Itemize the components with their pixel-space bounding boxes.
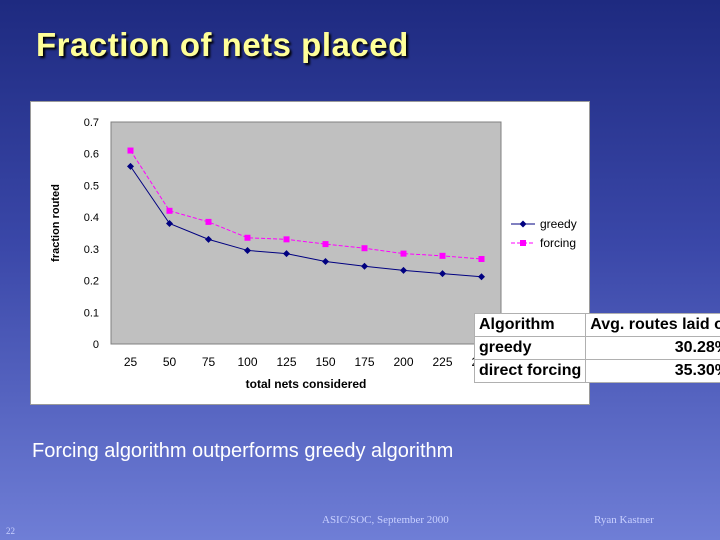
- x-tick-label: 175: [354, 355, 374, 369]
- table-row: direct forcing 35.30%: [473, 359, 720, 383]
- data-point-forcing: [400, 250, 407, 257]
- table-cell: 30.28%: [585, 336, 720, 360]
- legend-marker-forcing: [520, 240, 526, 246]
- table-row: greedy 30.28%: [473, 336, 720, 360]
- data-point-forcing: [361, 245, 368, 252]
- y-tick-label: 0.4: [84, 212, 99, 224]
- slide-number: 22: [6, 526, 15, 536]
- slide-title: Fraction of nets placed: [36, 26, 409, 63]
- line-chart: 0 0.1 0.2 0.3 0.4 0.5 0.6 0.7 25 50 75 100 125 150 175…: [50, 117, 577, 391]
- data-point-greedy: [322, 258, 329, 266]
- x-tick-label: 50: [163, 355, 177, 369]
- x-tick-label: 200: [393, 355, 413, 369]
- table-header-row: Algorithm Avg. routes laid out: [473, 313, 720, 337]
- y-axis-title: fraction routed: [50, 184, 62, 262]
- x-tick-label: 100: [237, 355, 257, 369]
- x-tick-label: 75: [202, 355, 216, 369]
- x-tick-label: 125: [276, 355, 296, 369]
- data-point-forcing: [166, 207, 173, 214]
- series-line-greedy: [130, 166, 482, 278]
- data-point-greedy: [400, 266, 407, 274]
- data-point-greedy: [439, 270, 446, 278]
- data-point-forcing: [283, 236, 290, 243]
- footer-author: Ryan Kastner: [594, 514, 654, 526]
- data-point-forcing: [322, 241, 329, 248]
- x-tick-label: 25: [124, 355, 138, 369]
- table-cell: 35.30%: [585, 359, 720, 383]
- data-point-forcing: [205, 218, 212, 225]
- plot-area: [110, 121, 502, 345]
- data-point-greedy: [166, 219, 173, 227]
- data-point-greedy: [205, 235, 212, 243]
- data-point-greedy: [361, 262, 368, 270]
- y-tick-label: 0.3: [84, 244, 99, 256]
- y-tick-label: 0.7: [84, 117, 99, 129]
- table-cell: greedy: [473, 336, 587, 360]
- y-tick-label: 0.1: [84, 307, 99, 319]
- footer-conference: ASIC/SOC, September 2000: [322, 514, 449, 526]
- y-tick-label: 0: [93, 339, 99, 351]
- data-point-forcing: [439, 252, 446, 259]
- data-point-forcing: [127, 147, 134, 154]
- table-header-cell: Algorithm: [473, 313, 587, 337]
- data-point-forcing: [244, 234, 251, 241]
- data-point-greedy: [478, 273, 485, 281]
- data-point-greedy: [127, 162, 134, 170]
- y-tick-label: 0.6: [84, 149, 99, 161]
- x-tick-label: 150: [315, 355, 335, 369]
- y-tick-label: 0.5: [84, 180, 99, 192]
- data-point-greedy: [283, 250, 290, 258]
- series-line-forcing: [130, 150, 482, 260]
- table-header-cell: Avg. routes laid out: [585, 313, 720, 337]
- data-point-forcing: [478, 256, 485, 263]
- x-axis-title: total nets considered: [246, 377, 367, 391]
- legend-label-greedy: greedy: [540, 217, 577, 231]
- chart-panel: 0 0.1 0.2 0.3 0.4 0.5 0.6 0.7 25 50 75 100 125 150 175…: [30, 101, 590, 405]
- legend-marker-greedy: [519, 220, 527, 228]
- data-point-greedy: [244, 246, 251, 254]
- summary-table: Algorithm Avg. routes laid out greedy 30…: [473, 313, 720, 383]
- table-cell: direct forcing: [473, 359, 587, 383]
- legend-label-forcing: forcing: [540, 236, 576, 250]
- slide-caption: Forcing algorithm outperforms greedy alg…: [32, 440, 454, 462]
- y-tick-label: 0.2: [84, 276, 99, 288]
- x-tick-label: 225: [432, 355, 452, 369]
